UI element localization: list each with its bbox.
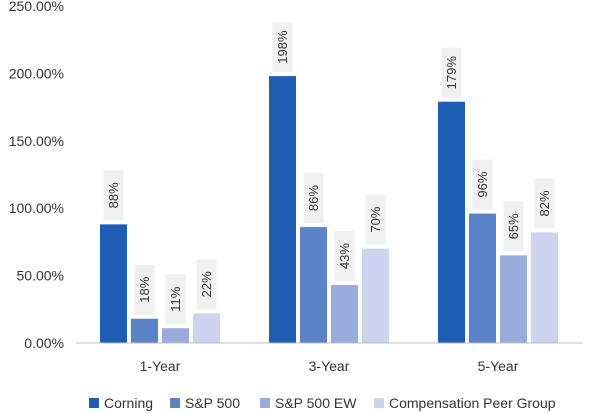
y-tick-label: 100.00% — [9, 200, 64, 216]
bar — [100, 224, 127, 343]
legend-swatch — [260, 398, 270, 408]
data-label: 18% — [137, 276, 152, 302]
data-label-box — [272, 22, 293, 73]
legend-swatch — [374, 398, 384, 408]
data-label-box — [472, 159, 493, 210]
data-label: 198% — [275, 30, 290, 64]
bar — [331, 285, 358, 343]
data-label-box — [303, 173, 324, 224]
data-label-box — [103, 170, 124, 221]
bars — [100, 76, 558, 343]
x-category-label: 3-Year — [309, 358, 350, 374]
bar — [362, 248, 389, 343]
data-label: 11% — [168, 286, 183, 311]
bar — [500, 255, 527, 343]
legend: Corning S&P 500 S&P 500 EW Compensation Pee… — [89, 395, 556, 411]
y-tick-label: 50.00% — [17, 268, 64, 284]
data-label-box — [365, 194, 386, 245]
legend-label: S&P 500 EW — [275, 395, 357, 411]
bar — [269, 76, 296, 343]
y-tick-label: 250.00% — [9, 0, 64, 14]
data-label: 179% — [444, 56, 459, 90]
x-axis-category-labels: 1-Year 3-Year 5-Year — [140, 358, 519, 374]
bar — [438, 101, 465, 343]
y-tick-label: 150.00% — [9, 133, 64, 149]
legend-swatch — [170, 398, 180, 408]
x-category-label: 1-Year — [140, 358, 181, 374]
data-label: 82% — [537, 190, 552, 216]
bar — [531, 232, 558, 343]
data-label: 65% — [506, 213, 521, 239]
legend-label: S&P 500 — [185, 395, 240, 411]
data-label: 88% — [106, 182, 121, 208]
data-label: 70% — [368, 206, 383, 232]
data-label-box — [334, 231, 355, 282]
data-label-box — [165, 274, 186, 325]
x-category-label: 5-Year — [478, 358, 519, 374]
legend-swatch — [89, 398, 99, 408]
y-tick-label: 0.00% — [24, 335, 64, 351]
data-label: 43% — [337, 243, 352, 269]
data-label-box — [503, 201, 524, 252]
data-labels: 88% 18% 11% 22% 198% 86% 43% 70% 179% 96% 65% 82% — [106, 30, 552, 312]
bar — [469, 213, 496, 343]
data-label-box — [441, 47, 462, 98]
bar — [300, 227, 327, 343]
data-label-box — [534, 178, 555, 229]
data-label: 86% — [306, 185, 321, 211]
data-label: 96% — [475, 171, 490, 197]
y-tick-label: 200.00% — [9, 65, 64, 81]
data-label-boxes — [103, 22, 555, 325]
data-label: 22% — [199, 271, 214, 297]
legend-label: Corning — [104, 395, 153, 411]
data-label-box — [196, 259, 217, 310]
bar — [162, 328, 189, 343]
bar — [193, 313, 220, 343]
y-axis-tick-labels: 0.00% 50.00% 100.00% 150.00% 200.00% 250.00% — [9, 0, 64, 351]
data-label-box — [134, 264, 155, 315]
legend-label: Compensation Peer Group — [389, 395, 556, 411]
bar — [131, 318, 158, 343]
